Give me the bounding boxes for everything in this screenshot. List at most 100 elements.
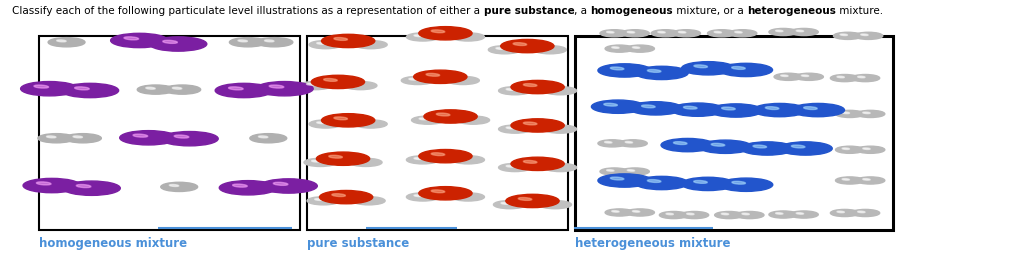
Circle shape [452, 33, 484, 41]
Ellipse shape [357, 160, 366, 162]
Ellipse shape [426, 73, 439, 76]
Ellipse shape [324, 79, 337, 81]
Ellipse shape [419, 118, 427, 120]
Circle shape [662, 138, 715, 152]
Text: homogeneous mixture: homogeneous mixture [39, 237, 187, 250]
Circle shape [499, 87, 531, 95]
Text: pure substance: pure substance [483, 6, 574, 16]
Ellipse shape [735, 31, 742, 33]
Ellipse shape [501, 202, 509, 204]
Circle shape [779, 142, 833, 155]
Ellipse shape [722, 107, 735, 110]
Ellipse shape [666, 213, 674, 215]
Ellipse shape [77, 185, 91, 188]
Circle shape [307, 197, 340, 205]
Ellipse shape [837, 76, 845, 78]
Circle shape [856, 110, 885, 118]
FancyBboxPatch shape [307, 36, 568, 230]
Ellipse shape [606, 170, 614, 171]
Ellipse shape [56, 40, 67, 42]
Ellipse shape [604, 103, 617, 106]
Ellipse shape [362, 122, 371, 124]
Ellipse shape [858, 211, 865, 213]
Circle shape [424, 110, 477, 123]
Circle shape [344, 81, 377, 90]
Circle shape [352, 197, 385, 205]
Ellipse shape [721, 213, 729, 215]
Ellipse shape [269, 85, 284, 88]
Circle shape [488, 46, 521, 54]
Circle shape [120, 131, 177, 145]
Circle shape [659, 211, 688, 219]
Circle shape [680, 211, 709, 219]
Circle shape [229, 38, 266, 47]
Ellipse shape [552, 89, 560, 90]
Circle shape [506, 194, 559, 208]
Circle shape [600, 168, 629, 175]
Ellipse shape [683, 106, 697, 109]
Circle shape [728, 30, 757, 37]
Circle shape [682, 62, 735, 75]
Ellipse shape [232, 184, 247, 187]
Circle shape [309, 120, 342, 128]
Circle shape [792, 103, 845, 117]
Circle shape [414, 70, 467, 83]
Circle shape [720, 178, 773, 191]
Ellipse shape [863, 179, 870, 180]
Ellipse shape [334, 117, 347, 120]
Circle shape [605, 45, 634, 52]
Circle shape [834, 32, 862, 39]
Ellipse shape [792, 145, 805, 148]
Circle shape [715, 211, 743, 219]
Circle shape [719, 63, 772, 77]
Ellipse shape [75, 87, 89, 90]
Circle shape [600, 30, 629, 37]
Circle shape [260, 179, 317, 193]
Ellipse shape [804, 107, 817, 110]
Ellipse shape [460, 158, 468, 159]
Circle shape [62, 181, 120, 195]
Circle shape [452, 156, 484, 164]
Ellipse shape [628, 31, 635, 33]
Ellipse shape [647, 180, 660, 183]
Circle shape [419, 150, 472, 163]
Ellipse shape [273, 182, 288, 185]
Text: mixture, or a: mixture, or a [673, 6, 748, 16]
Circle shape [164, 85, 201, 94]
Circle shape [309, 40, 342, 49]
Circle shape [769, 211, 798, 218]
Ellipse shape [124, 37, 138, 40]
Circle shape [621, 30, 649, 37]
Circle shape [544, 125, 577, 133]
Circle shape [349, 158, 382, 166]
Circle shape [635, 66, 688, 80]
Circle shape [407, 33, 439, 41]
Ellipse shape [455, 78, 463, 80]
Circle shape [598, 64, 651, 77]
Circle shape [137, 85, 174, 94]
FancyBboxPatch shape [575, 36, 893, 230]
Circle shape [215, 83, 272, 98]
Circle shape [544, 87, 577, 95]
Circle shape [790, 211, 818, 218]
Ellipse shape [306, 83, 314, 85]
Ellipse shape [332, 194, 345, 197]
Ellipse shape [523, 84, 537, 87]
Circle shape [592, 100, 645, 113]
Text: heterogeneous: heterogeneous [748, 6, 836, 16]
Ellipse shape [414, 158, 422, 159]
Ellipse shape [842, 112, 850, 114]
Circle shape [499, 125, 531, 133]
Ellipse shape [431, 153, 444, 156]
Ellipse shape [742, 213, 750, 215]
Ellipse shape [610, 177, 624, 180]
Ellipse shape [352, 83, 360, 85]
Circle shape [836, 146, 864, 153]
Circle shape [698, 140, 752, 153]
Ellipse shape [674, 142, 687, 144]
Ellipse shape [506, 127, 514, 129]
Ellipse shape [496, 48, 504, 49]
Circle shape [401, 76, 434, 84]
Ellipse shape [732, 181, 745, 184]
Circle shape [511, 157, 564, 170]
